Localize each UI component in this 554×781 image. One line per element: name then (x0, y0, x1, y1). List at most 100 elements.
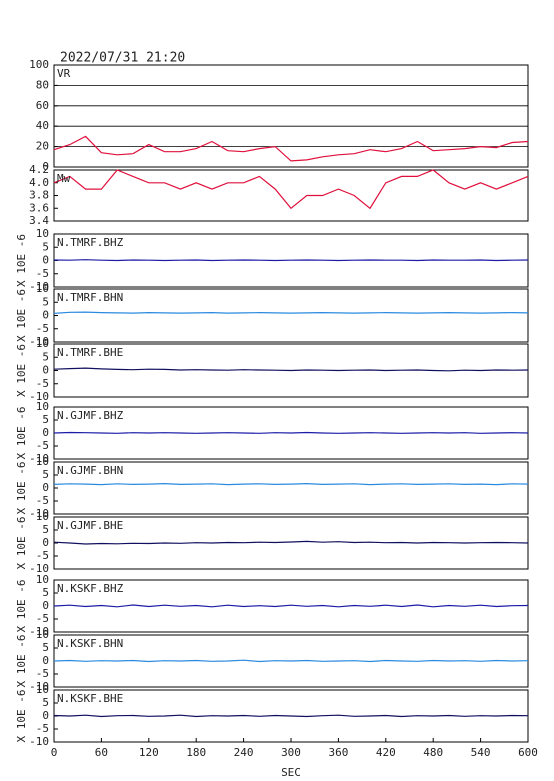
x-tick-label: 120 (139, 746, 159, 759)
x-tick-label: 360 (328, 746, 348, 759)
y-tick-label: 3.8 (29, 189, 49, 202)
y-tick-label: -5 (36, 722, 49, 735)
data-line (53, 367, 529, 372)
y-tick-label: -5 (36, 322, 49, 335)
y-tick-label: 0 (42, 536, 49, 549)
y-tick-label: 10 (36, 573, 49, 586)
data-line (53, 135, 529, 162)
x-tick-label: 480 (423, 746, 443, 759)
x-tick-label: 420 (376, 746, 396, 759)
x-tick-label: 0 (51, 746, 58, 759)
panel-frame (53, 64, 529, 168)
y-tick-label: 5 (42, 696, 49, 709)
y-axis-label: X 10E -6 (15, 407, 28, 460)
y-tick-label: 5 (42, 523, 49, 536)
y-tick-label: 80 (36, 78, 49, 91)
y-tick-label: -10 (29, 625, 49, 638)
data-line (53, 659, 529, 663)
y-tick-label: 10 (36, 227, 49, 240)
y-axis-label: X 10E -6 (15, 344, 28, 397)
y-tick-label: -5 (36, 667, 49, 680)
data-line (53, 482, 529, 486)
y-tick-label: 5 (42, 240, 49, 253)
y-tick-label: -10 (29, 680, 49, 693)
y-tick-label: 0 (42, 160, 49, 173)
y-axis-label: X 10E -6 (15, 289, 28, 342)
panel-label: N.TMRF.BHE (57, 346, 123, 359)
panel-label: VR (57, 67, 71, 80)
y-tick-label: -5 (36, 439, 49, 452)
data-line (53, 311, 529, 314)
y-tick-label: 0 (42, 254, 49, 267)
panel-label: N.TMRF.BHN (57, 291, 123, 304)
y-tick-label: 60 (36, 99, 49, 112)
x-tick-label: 300 (281, 746, 301, 759)
y-tick-label: 10 (36, 683, 49, 696)
y-axis-label: X 10E -6 (15, 517, 28, 570)
panel-label: N.GJMF.BHZ (57, 409, 124, 422)
x-tick-label: 60 (95, 746, 108, 759)
panel-label: N.GJMF.BHE (57, 519, 123, 532)
y-axis-label: X 10E -6 (15, 635, 28, 688)
y-tick-label: -10 (29, 452, 49, 465)
y-tick-label: 5 (42, 295, 49, 308)
x-axis-label: SEC (281, 766, 301, 779)
data-line (53, 714, 529, 718)
chart-title: 2022/07/31 21:20 (60, 51, 185, 66)
panel-label: Mw (57, 172, 71, 185)
y-tick-label: 40 (36, 119, 49, 132)
y-axis-label: X 10E -6 (15, 462, 28, 515)
y-tick-label: -10 (29, 390, 49, 403)
panel-label: N.GJMF.BHN (57, 464, 123, 477)
y-tick-label: 0 (42, 709, 49, 722)
panel-label: N.KSKF.BHZ (57, 582, 124, 595)
x-tick-label: 600 (518, 746, 538, 759)
x-tick-label: 540 (471, 746, 491, 759)
panel-frame (53, 169, 529, 222)
panel-frame (53, 288, 529, 343)
y-tick-label: -5 (36, 494, 49, 507)
y-tick-label: -10 (29, 507, 49, 520)
y-tick-label: 10 (36, 400, 49, 413)
panel-label: N.TMRF.BHZ (57, 236, 124, 249)
y-tick-label: 0 (42, 481, 49, 494)
y-axis-label: X 10E -6 (15, 234, 28, 287)
y-tick-label: 5 (42, 641, 49, 654)
data-line (53, 169, 529, 210)
y-tick-label: -10 (29, 335, 49, 348)
y-tick-label: 20 (36, 140, 49, 153)
data-line (53, 540, 529, 545)
panel-frame (53, 461, 529, 515)
y-tick-label: 10 (36, 455, 49, 468)
y-tick-label: 4.0 (29, 176, 49, 189)
y-tick-label: 3.4 (29, 214, 49, 227)
y-tick-label: 10 (36, 628, 49, 641)
data-line (53, 431, 529, 434)
data-line (53, 604, 529, 608)
panel-label: N.KSKF.BHN (57, 637, 123, 650)
y-tick-label: -5 (36, 549, 49, 562)
y-tick-label: 5 (42, 468, 49, 481)
y-tick-label: 0 (42, 426, 49, 439)
y-tick-label: 0 (42, 599, 49, 612)
panel-label: N.KSKF.BHE (57, 692, 123, 705)
y-tick-label: 5 (42, 350, 49, 363)
y-tick-label: 4.2 (29, 163, 49, 176)
y-tick-label: -10 (29, 280, 49, 293)
y-tick-label: 5 (42, 413, 49, 426)
y-tick-label: 10 (36, 337, 49, 350)
y-axis-label: X 10E -6 (15, 690, 28, 743)
y-tick-label: 10 (36, 282, 49, 295)
y-tick-label: 0 (42, 364, 49, 377)
y-tick-label: 0 (42, 654, 49, 667)
y-tick-label: 0 (42, 309, 49, 322)
y-tick-label: -5 (36, 377, 49, 390)
x-tick-label: 180 (186, 746, 206, 759)
y-tick-label: -5 (36, 612, 49, 625)
x-tick-label: 240 (234, 746, 254, 759)
y-tick-label: -10 (29, 562, 49, 575)
data-line (53, 259, 529, 262)
y-tick-label: 3.6 (29, 201, 49, 214)
y-tick-label: 5 (42, 586, 49, 599)
